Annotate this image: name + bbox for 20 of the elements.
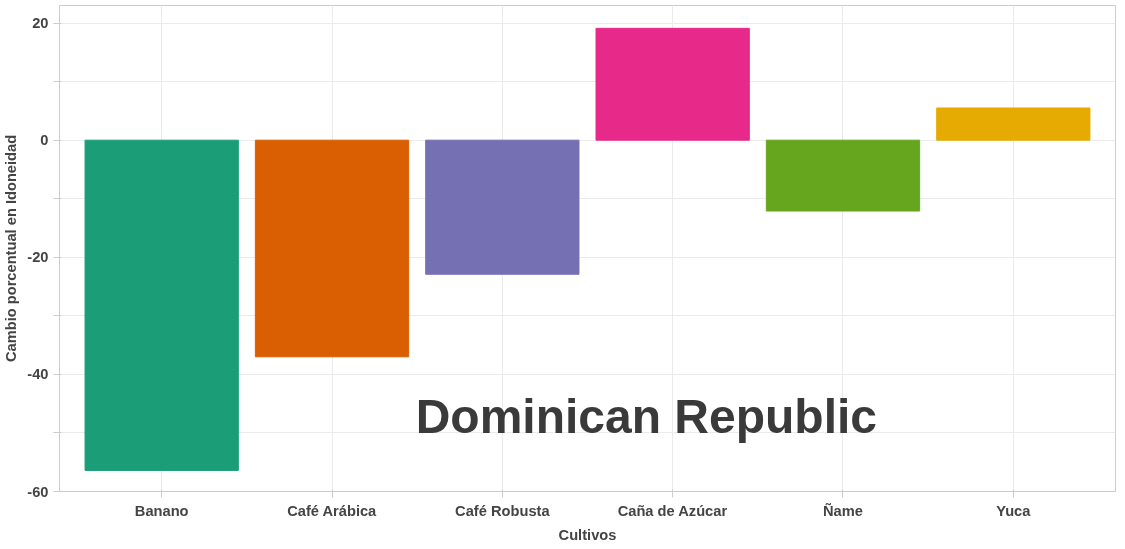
x-tick-label: Café Arábica xyxy=(287,502,378,519)
x-tick-label: Banano xyxy=(134,502,189,519)
x-tick-label: Café Robusta xyxy=(455,502,551,519)
bar xyxy=(936,107,1091,141)
x-axis-title: Cultivos xyxy=(558,526,617,543)
y-tick-label: -60 xyxy=(27,483,49,500)
bar xyxy=(84,139,239,471)
x-tick-label: Caña de Azúcar xyxy=(617,502,728,519)
y-axis-title: Cambio porcentual en Idoneidad xyxy=(3,134,20,363)
y-tick-label: 20 xyxy=(32,15,49,32)
y-tick-label: 0 xyxy=(40,132,49,149)
bar xyxy=(765,139,921,212)
y-tick-label: -20 xyxy=(27,249,49,266)
bar xyxy=(254,139,410,358)
bar xyxy=(425,139,580,275)
x-tick-label: Ñame xyxy=(823,501,863,519)
x-tick-label: Yuca xyxy=(996,502,1032,519)
bar xyxy=(595,27,750,141)
y-tick-label: -40 xyxy=(27,366,49,383)
annotation: Dominican Republic xyxy=(415,389,878,443)
